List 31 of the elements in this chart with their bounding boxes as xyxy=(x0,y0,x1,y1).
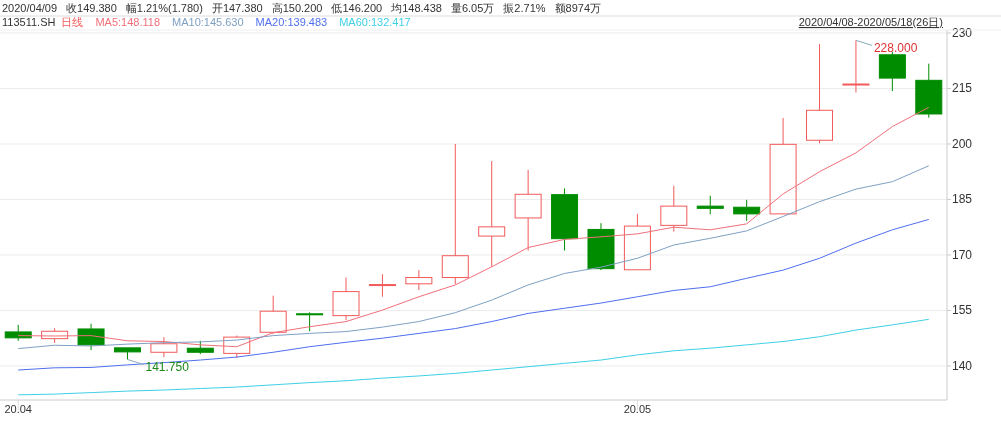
text: MA5:148.118 xyxy=(95,16,161,28)
text: 日线 xyxy=(61,16,84,28)
text: 开147.380 xyxy=(211,2,263,14)
text: 高150.200 xyxy=(271,2,323,14)
line-series xyxy=(17,218,930,371)
x-tick-label: 20.04 xyxy=(4,403,32,415)
text: 量6.05万 xyxy=(450,2,495,14)
text: MA60:132.417 xyxy=(339,16,411,28)
text: 幅1.21%(1.780) xyxy=(125,2,203,14)
text: 均148.438 xyxy=(390,2,442,14)
text: 收149.380 xyxy=(66,2,117,14)
text: MA20:139.483 xyxy=(255,16,328,28)
annotation: 228.000 xyxy=(873,41,918,56)
y-tick-label: 200 xyxy=(952,136,973,151)
y-tick-label: 185 xyxy=(952,192,973,207)
text: 2020/04/09 xyxy=(2,2,58,14)
text: 额8974万 xyxy=(554,2,602,14)
annotation: 141.750 xyxy=(145,360,190,375)
y-tick-label: 170 xyxy=(952,247,973,262)
line-series xyxy=(17,318,930,396)
text: 振2.71% xyxy=(503,2,546,14)
line-series xyxy=(17,165,930,350)
y-tick-label: 215 xyxy=(952,81,973,96)
y-tick-label: 155 xyxy=(952,303,973,318)
text: MA10:145.630 xyxy=(172,16,244,28)
y-tick-label: 140 xyxy=(952,358,973,373)
text: 2020/04/08-2020/05/18(26日) xyxy=(798,16,943,28)
chart-title: 113511.SH xyxy=(2,16,56,28)
x-tick-label: 20.05 xyxy=(623,403,652,415)
text: 低146.200 xyxy=(331,2,383,14)
y-tick-label: 230 xyxy=(952,25,973,40)
